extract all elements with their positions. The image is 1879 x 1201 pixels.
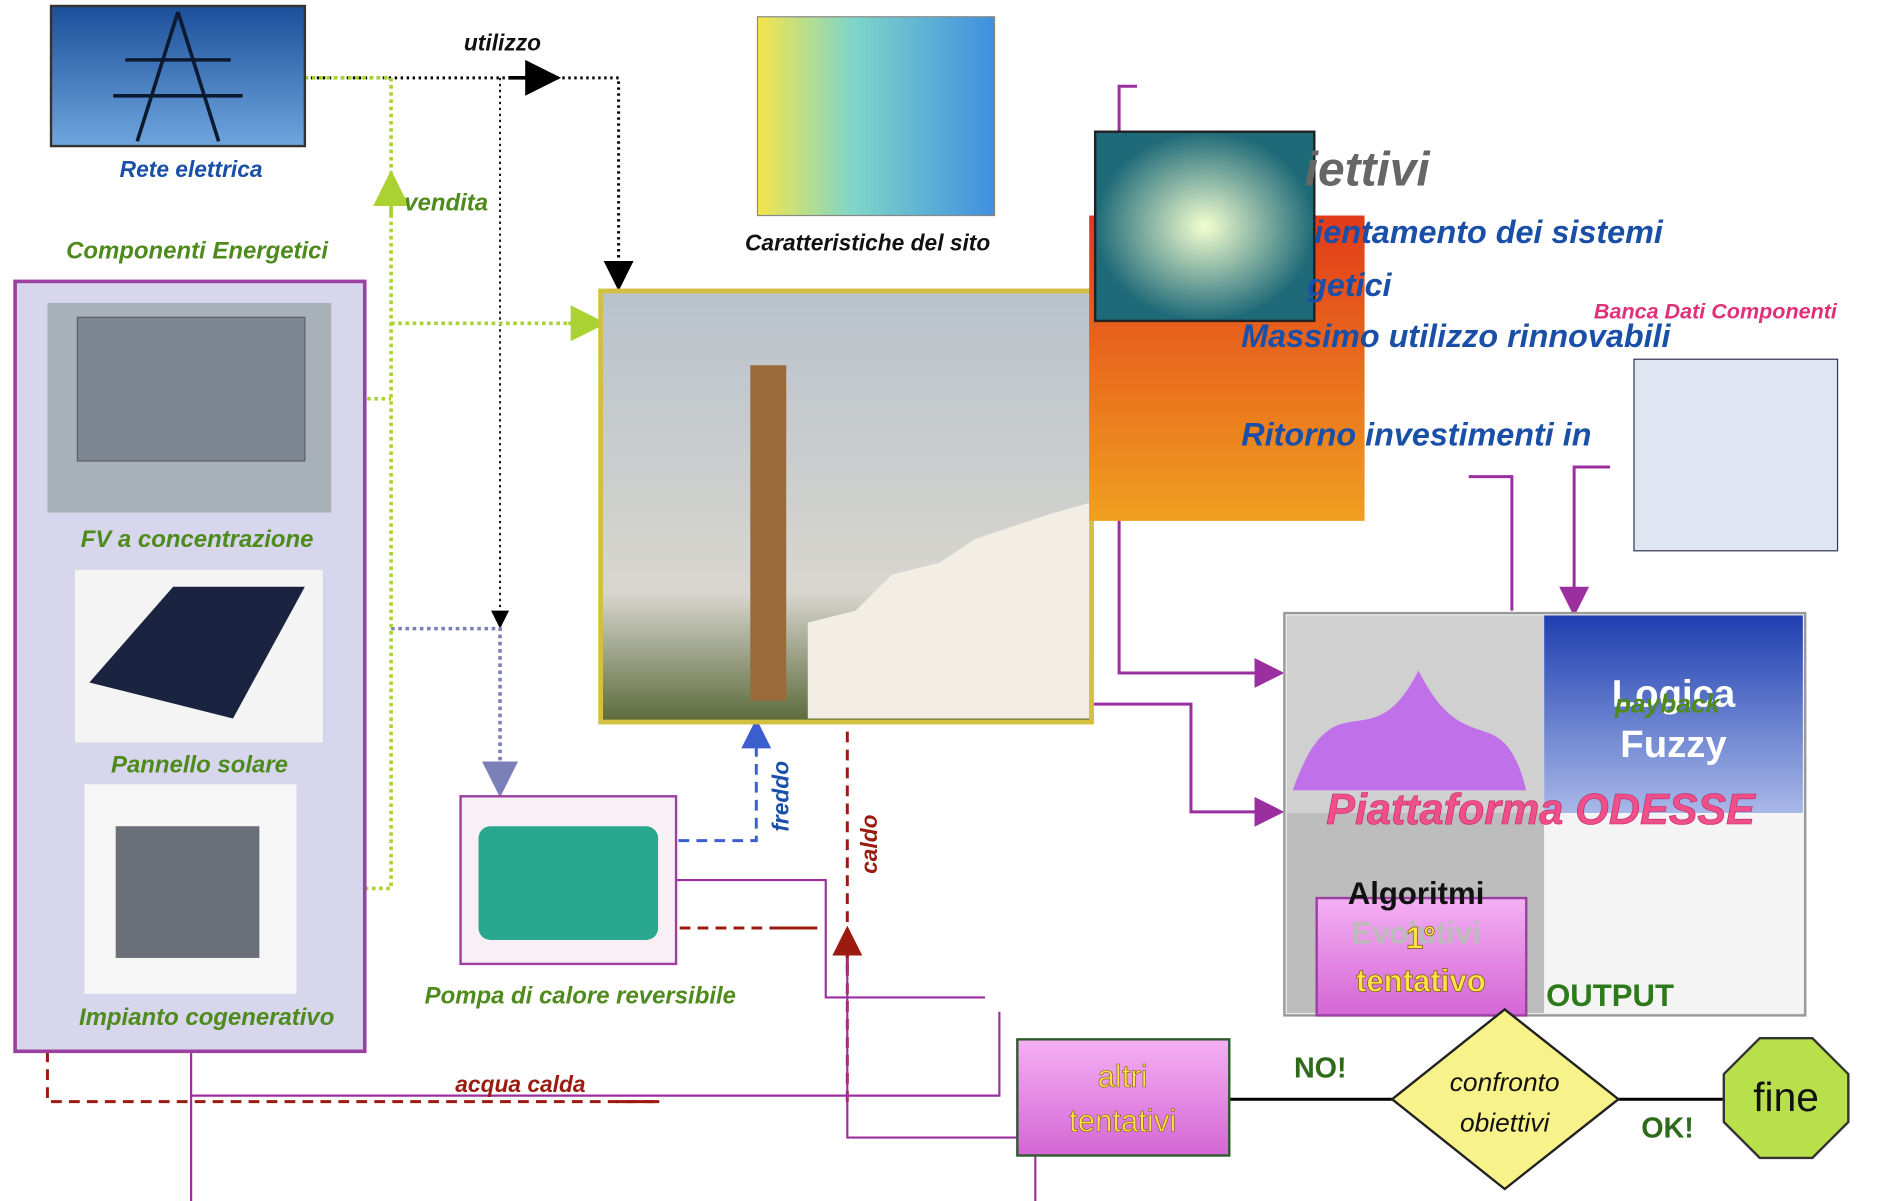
label: OUTPUT [1546,978,1674,1013]
label: Algoritmi [1348,876,1485,911]
objective: ientamento dei sistemi [1314,214,1664,250]
label: obiettivi [1460,1108,1550,1138]
label: utilizzo [464,29,541,55]
label: acqua calda [455,1071,585,1097]
label: payback [1614,688,1722,718]
label: vendita [404,190,488,217]
label: FV a concentrazione [81,526,314,553]
label: confronto [1450,1067,1560,1097]
label: 1° [1406,920,1436,955]
objective: Ritorno investimenti in [1241,416,1591,452]
label: tentativo [1356,963,1486,998]
label: Caratteristiche del sito [745,229,990,255]
label: Fuzzy [1620,723,1727,766]
objective: getici [1306,267,1392,303]
label: caldo [856,814,882,874]
label: altri [1098,1059,1148,1094]
label: tentativi [1069,1104,1176,1139]
label: freddo [768,761,794,832]
platform-title: Piattaforma ODESSE [1326,786,1756,834]
label: Rete elettrica [120,156,263,182]
label: Pompa di calore reversibile [425,982,736,1009]
label: Impianto cogenerativo [79,1004,334,1031]
label: Evolutivi [1351,916,1481,951]
pictures [13,4,1850,1191]
label: fine [1753,1074,1819,1120]
labels: utilizzo vendita Rete elettrica Componen… [66,29,1838,1144]
label: OK! [1641,1113,1694,1145]
label: Pannello solare [111,751,288,778]
objectives-title: iettivi [1305,144,1432,197]
label: Componenti Energetici [66,238,329,265]
label: Logica [1612,672,1736,715]
objective: Massimo utilizzo rinnovabili [1241,318,1671,354]
label: NO! [1294,1053,1347,1085]
label: Banca Dati Componenti [1594,299,1838,324]
